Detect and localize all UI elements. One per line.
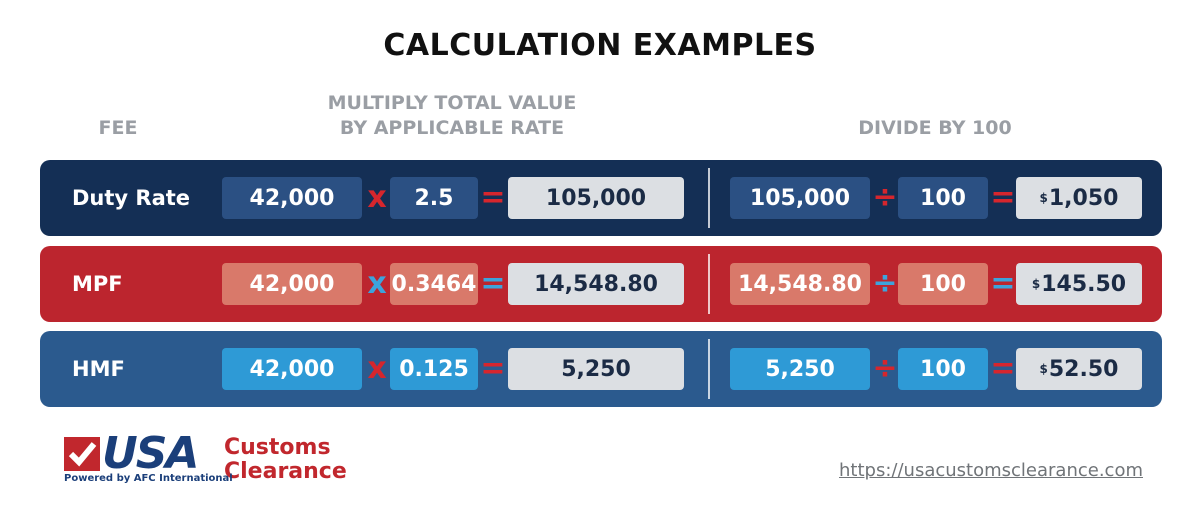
logo-text: Customs xyxy=(224,435,331,460)
result-box: $1,050 xyxy=(1016,177,1142,219)
logo-brand: USA xyxy=(102,428,199,479)
result: 145.50 xyxy=(1041,271,1127,297)
logo-tagline: Powered by AFC International xyxy=(64,473,233,484)
operator: ÷ xyxy=(872,180,898,215)
result-box: $52.50 xyxy=(1016,348,1142,390)
title: CALCULATION EXAMPLES xyxy=(383,28,817,63)
operator: = xyxy=(990,351,1016,386)
result: 1,050 xyxy=(1048,185,1119,211)
column-header: DIVIDE BY 100 xyxy=(858,117,1012,139)
operator: ÷ xyxy=(872,266,898,301)
value-box: 42,000 xyxy=(222,177,362,219)
operator: = xyxy=(990,180,1016,215)
operator: x xyxy=(367,266,387,301)
logo-icon xyxy=(64,437,100,471)
result: 52.50 xyxy=(1048,356,1119,382)
operator: = xyxy=(480,180,506,215)
currency: $ xyxy=(1039,191,1048,205)
operator: = xyxy=(480,351,506,386)
value-box: 5,250 xyxy=(730,348,870,390)
fee-name: MPF xyxy=(72,272,123,296)
result-box: 14,548.80 xyxy=(508,263,684,305)
value-box: 105,000 xyxy=(730,177,870,219)
value-box: 42,000 xyxy=(222,263,362,305)
value-box: 100 xyxy=(898,177,988,219)
currency: $ xyxy=(1039,362,1048,376)
value-box: 100 xyxy=(898,348,988,390)
column-header: BY APPLICABLE RATE xyxy=(339,117,565,139)
value-box: 14,548.80 xyxy=(730,263,870,305)
divider xyxy=(708,168,710,228)
operator: ÷ xyxy=(872,351,898,386)
fee-name: Duty Rate xyxy=(72,186,191,210)
value-box: 42,000 xyxy=(222,348,362,390)
result-box: $145.50 xyxy=(1016,263,1142,305)
operator: x xyxy=(367,180,387,215)
fee-name: HMF xyxy=(72,357,125,381)
result-box: 105,000 xyxy=(508,177,684,219)
url[interactable]: https://usacustomsclearance.com xyxy=(839,460,1143,481)
logo-check xyxy=(68,442,97,467)
operator: x xyxy=(367,351,387,386)
operator: = xyxy=(990,266,1016,301)
divider xyxy=(708,339,710,399)
value-box: 2.5 xyxy=(390,177,478,219)
column-header: FEE xyxy=(98,117,138,139)
result-box: 5,250 xyxy=(508,348,684,390)
currency: $ xyxy=(1031,277,1041,291)
value-box: 100 xyxy=(898,263,988,305)
column-header: MULTIPLY TOTAL VALUE xyxy=(327,92,577,114)
divider xyxy=(708,254,710,314)
logo-text: Clearance xyxy=(224,459,347,484)
value-box: 0.3464 xyxy=(390,263,478,305)
value-box: 0.125 xyxy=(390,348,478,390)
operator: = xyxy=(480,266,506,301)
